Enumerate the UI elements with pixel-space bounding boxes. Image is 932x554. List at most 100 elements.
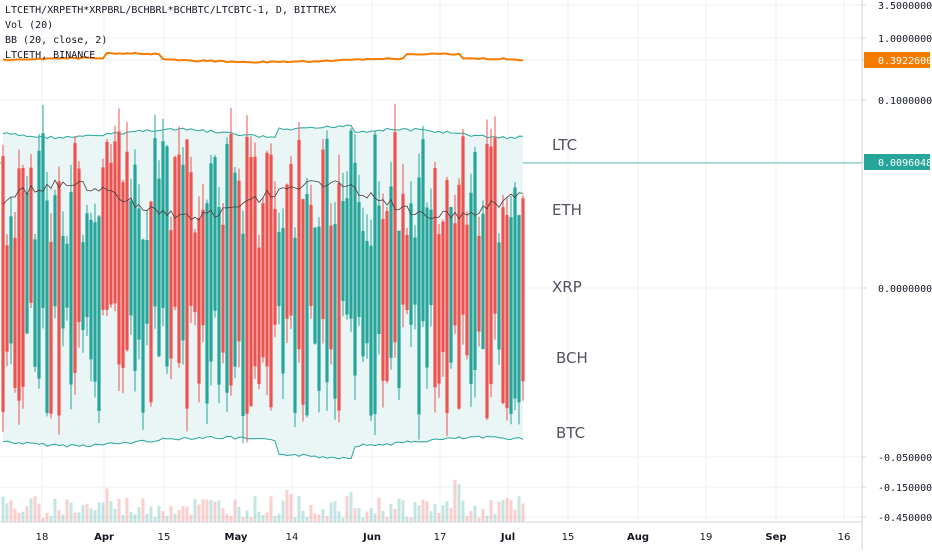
candle[interactable] [469, 192, 473, 384]
candle[interactable] [77, 168, 81, 322]
candle[interactable] [189, 172, 193, 306]
candle[interactable] [85, 213, 89, 318]
candle[interactable] [385, 211, 389, 382]
candle[interactable] [269, 154, 273, 408]
candle[interactable] [413, 237, 417, 305]
candle[interactable] [181, 164, 185, 341]
candle[interactable] [9, 216, 13, 344]
candle[interactable] [405, 234, 409, 311]
candle[interactable] [373, 134, 377, 414]
candle[interactable] [433, 168, 437, 388]
candle[interactable] [509, 217, 513, 414]
candle[interactable] [209, 163, 213, 362]
candle[interactable] [277, 231, 281, 307]
candle[interactable] [393, 132, 397, 343]
candle[interactable] [105, 141, 109, 310]
candle[interactable] [53, 195, 57, 307]
candle[interactable] [21, 168, 25, 387]
candle[interactable] [445, 179, 449, 414]
candle[interactable] [253, 156, 257, 367]
candle[interactable] [265, 152, 269, 367]
candle[interactable] [345, 198, 349, 315]
candle[interactable] [485, 143, 489, 419]
candle[interactable] [25, 192, 29, 334]
candle[interactable] [5, 245, 9, 352]
annotation-xrp[interactable]: XRP [552, 278, 582, 296]
legend-bb[interactable]: BB (20, close, 2) [5, 35, 108, 46]
candle[interactable] [401, 193, 405, 305]
candle[interactable] [57, 181, 61, 416]
candle[interactable] [97, 216, 101, 411]
candle[interactable] [377, 205, 381, 335]
candle[interactable] [141, 239, 145, 413]
candle[interactable] [37, 150, 41, 379]
candle[interactable] [301, 199, 305, 405]
candle[interactable] [49, 241, 53, 414]
candle[interactable] [121, 182, 125, 368]
candle[interactable] [521, 198, 525, 382]
candle[interactable] [489, 146, 493, 385]
candle[interactable] [213, 157, 217, 311]
candle[interactable] [133, 164, 137, 371]
candle[interactable] [457, 184, 461, 409]
candle[interactable] [449, 206, 453, 363]
legend-volume[interactable]: Vol (20) [5, 20, 54, 31]
candle[interactable] [237, 180, 241, 342]
candle[interactable] [157, 178, 161, 357]
candle[interactable] [89, 219, 93, 360]
candle[interactable] [169, 230, 173, 359]
candle[interactable] [117, 131, 121, 365]
annotation-eth[interactable]: ETH [552, 201, 582, 219]
candle[interactable] [441, 221, 445, 353]
candle[interactable] [289, 164, 293, 316]
candle[interactable] [409, 203, 413, 325]
candle[interactable] [221, 224, 225, 353]
candle[interactable] [357, 202, 361, 317]
candle[interactable] [333, 224, 337, 399]
candle[interactable] [17, 168, 21, 401]
candle[interactable] [69, 191, 73, 385]
candle[interactable] [325, 138, 329, 383]
candle[interactable] [317, 226, 321, 391]
candle[interactable] [517, 215, 521, 403]
candle[interactable] [93, 222, 97, 382]
candles[interactable] [1, 103, 525, 444]
candle[interactable] [229, 133, 233, 386]
candle[interactable] [477, 235, 481, 332]
candle[interactable] [309, 204, 313, 306]
candle[interactable] [505, 214, 509, 409]
candle[interactable] [389, 186, 393, 358]
candle[interactable] [381, 219, 385, 381]
candle[interactable] [429, 209, 433, 306]
candle[interactable] [321, 149, 325, 320]
candle[interactable] [29, 167, 33, 303]
candle[interactable] [481, 213, 485, 349]
candle[interactable] [185, 139, 189, 409]
candle[interactable] [173, 157, 177, 307]
candle[interactable] [245, 136, 249, 414]
candle[interactable] [61, 235, 65, 329]
candle[interactable] [45, 200, 49, 413]
candle[interactable] [261, 203, 265, 358]
candle[interactable] [425, 207, 429, 368]
candle[interactable] [257, 247, 261, 385]
candle[interactable] [129, 200, 133, 316]
candle[interactable] [161, 141, 165, 309]
candle[interactable] [285, 184, 289, 319]
candle[interactable] [65, 243, 69, 308]
candle[interactable] [349, 130, 353, 319]
candle[interactable] [465, 224, 469, 356]
candle[interactable] [125, 151, 129, 350]
candle[interactable] [397, 230, 401, 389]
annotation-bch[interactable]: BCH [556, 349, 588, 367]
candle[interactable] [233, 172, 237, 367]
candle[interactable] [281, 228, 285, 374]
candle[interactable] [13, 237, 17, 388]
legend-compare[interactable]: LTCETH, BINANCE [5, 50, 96, 61]
candle[interactable] [41, 133, 45, 309]
candle[interactable] [421, 139, 425, 322]
candle[interactable] [137, 208, 141, 340]
